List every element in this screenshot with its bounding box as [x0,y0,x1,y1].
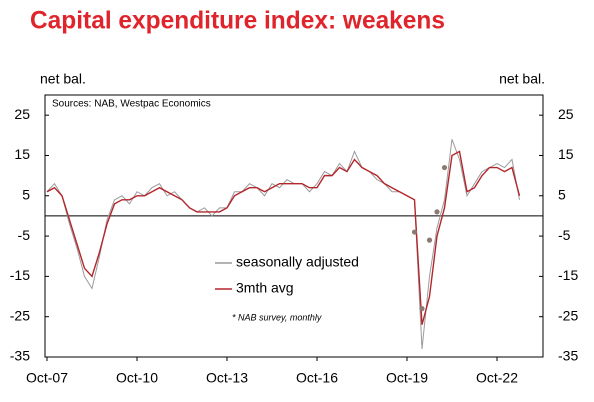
legend-label: seasonally adjusted [236,254,359,270]
y2-tick-label: -25 [558,307,578,323]
y-tick-label: -15 [10,267,30,283]
legend-label: 3mth avg [236,280,294,296]
source: Sources: NAB, Westpac Economics [52,99,211,110]
y2-tick-label: -15 [558,267,578,283]
y2-tick-label: 5 [558,186,566,202]
x-tick-label: Oct-07 [26,370,68,386]
y2-tick-label: 25 [558,106,574,122]
y-tick-label: -25 [10,307,30,323]
marker [419,306,425,312]
x-tick-label: Oct-22 [476,370,518,386]
y2-tick-label: -35 [558,348,578,364]
marker [426,237,433,243]
chart-title: Capital expenditure index: weakens [30,7,445,35]
x-tick-label: Oct-13 [206,370,248,386]
y-tick-label: -5 [18,227,31,243]
marker [411,229,418,235]
x-tick-label: Oct-19 [386,370,428,386]
y-tick-label: 5 [22,186,30,202]
series-line [46,150,521,325]
marker [441,164,448,171]
y-tick-label: 25 [14,106,30,122]
plot-frame [44,94,544,358]
y2-tick-label: -5 [558,227,571,243]
y-tick-label: -35 [10,348,30,364]
x-tick-label: Oct-10 [116,370,158,386]
marker [434,209,440,215]
y-axis-label: net bal. [40,71,86,87]
y2-axis-label: net bal. [499,71,545,87]
note: * NAB survey, monthly [232,312,322,322]
x-tick-label: Oct-16 [296,370,338,386]
y2-tick-label: 15 [558,146,574,162]
y-tick-label: 15 [14,146,30,162]
